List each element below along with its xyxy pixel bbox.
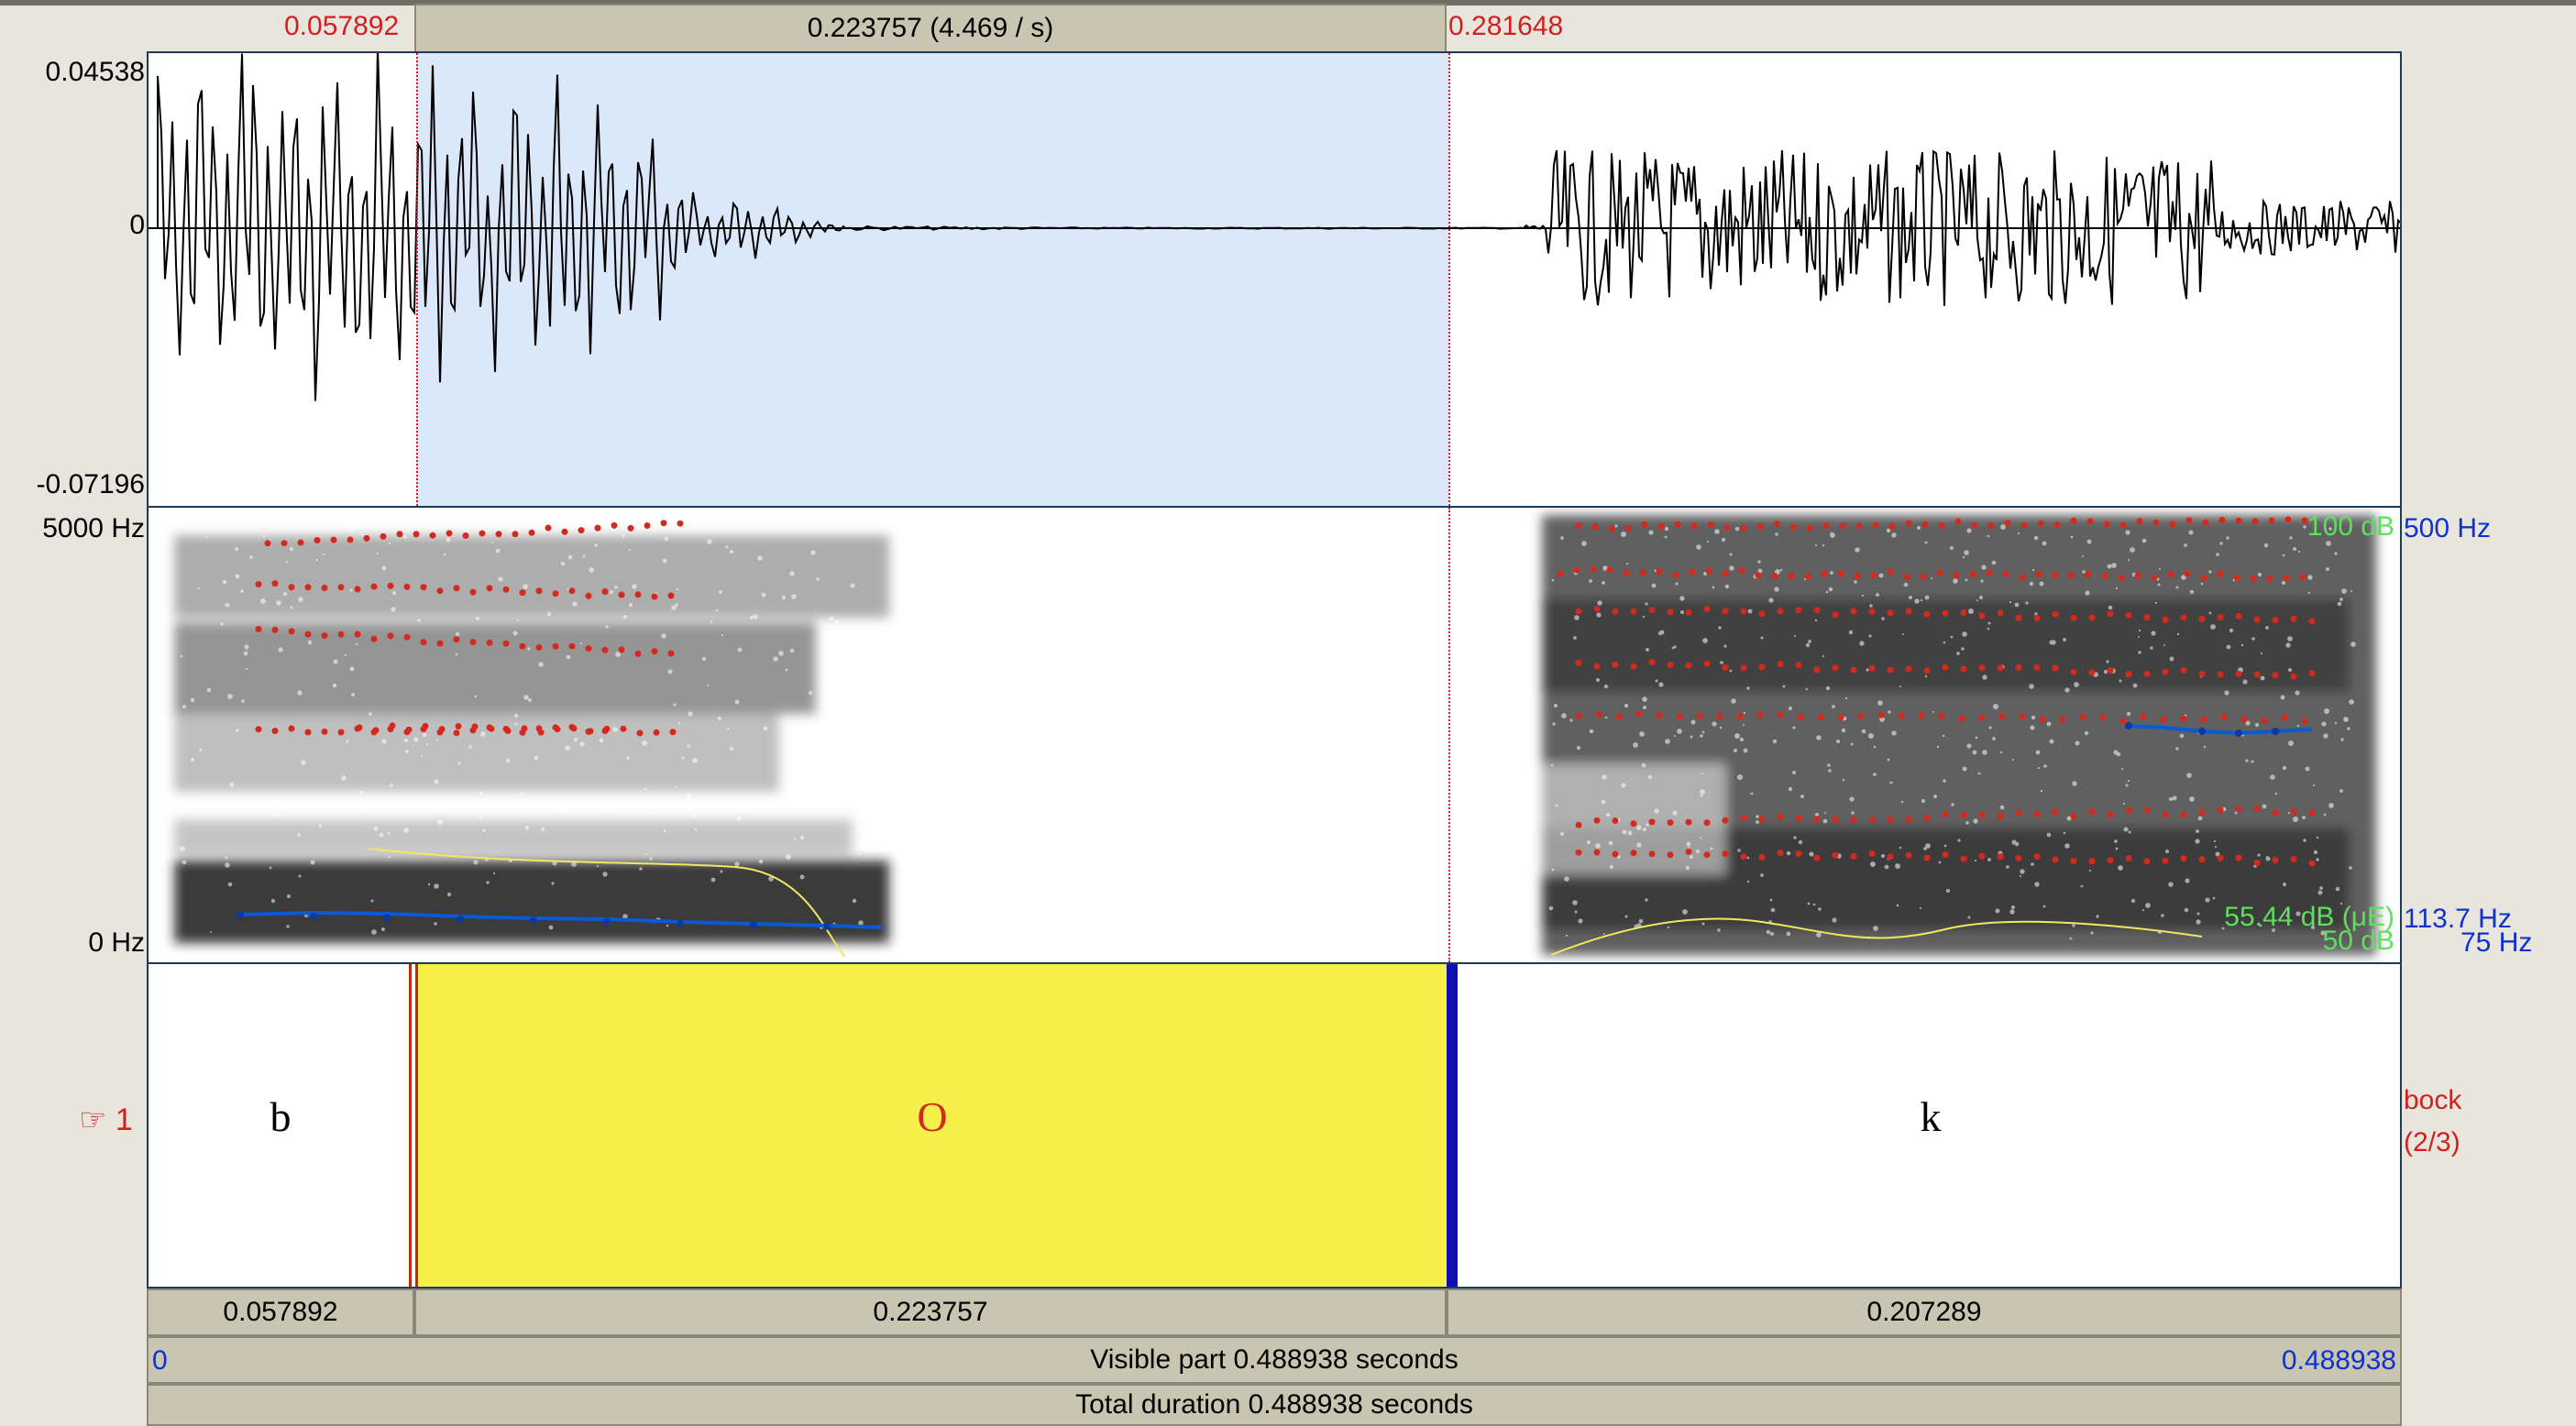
tier-count: (2/3) bbox=[2404, 1127, 2460, 1157]
spectrogram-freq-bottom-label: 0 Hz bbox=[88, 927, 145, 958]
interval-k-label: k bbox=[1920, 1093, 1942, 1140]
pitch-bottom-label: 75 Hz bbox=[2460, 927, 2533, 958]
duration-left-bar[interactable]: 0.057892 bbox=[147, 1289, 414, 1336]
boundary-o-k[interactable] bbox=[1447, 964, 1458, 1287]
duration-left-label: 0.057892 bbox=[223, 1297, 338, 1327]
intensity-value-label: 55.44 dB (μE) bbox=[2224, 902, 2394, 932]
selection-end-line bbox=[1448, 53, 1450, 506]
duration-right-label: 0.207289 bbox=[1866, 1297, 1982, 1327]
intensity-top-label: 100 dB bbox=[2306, 511, 2394, 542]
waveform-min-label: -0.07196 bbox=[36, 469, 145, 499]
selection-end-time: 0.281648 bbox=[1448, 11, 1564, 41]
interval-b-label: b bbox=[270, 1093, 292, 1140]
waveform-zero-label: 0 bbox=[129, 210, 145, 240]
waveform-trace bbox=[149, 53, 2400, 401]
spectrogram-image bbox=[174, 515, 2376, 958]
tier-name: bock bbox=[2404, 1085, 2462, 1115]
spectro-selection-end-line bbox=[1448, 508, 1450, 962]
duration-selected-label: 0.223757 bbox=[873, 1297, 988, 1327]
boundary-b-o[interactable] bbox=[409, 964, 418, 1287]
interval-o-label: O bbox=[917, 1093, 948, 1140]
total-duration-label: Total duration 0.488938 seconds bbox=[1075, 1389, 1473, 1420]
total-duration-bar[interactable]: Total duration 0.488938 seconds bbox=[147, 1384, 2402, 1426]
tier-number-marker[interactable]: ☞ 1 bbox=[79, 1102, 133, 1137]
selection-duration-bar[interactable]: 0.223757 (4.469 / s) bbox=[414, 4, 1447, 53]
waveform-panel[interactable] bbox=[147, 51, 2402, 508]
visible-start-label: 0 bbox=[152, 1345, 168, 1376]
spectrogram-panel[interactable]: 100 dB 55.44 dB (μE) 50 dB bbox=[147, 508, 2402, 964]
duration-right-bar[interactable]: 0.207289 bbox=[1447, 1289, 2402, 1336]
intensity-bottom-label: 50 dB bbox=[2322, 926, 2394, 956]
interval-k[interactable]: k bbox=[1458, 964, 2400, 1287]
duration-selected-bar[interactable]: 0.223757 bbox=[414, 1289, 1447, 1336]
pitch-mid-label: 113.7 Hz bbox=[2404, 904, 2512, 934]
spectrogram-freq-top-label: 5000 Hz bbox=[42, 513, 145, 543]
waveform-max-label: 0.04538 bbox=[45, 57, 145, 87]
textgrid-tier[interactable]: b O k bbox=[147, 962, 2402, 1289]
interval-b[interactable]: b bbox=[149, 964, 413, 1287]
selection-start-time: 0.057892 bbox=[284, 11, 400, 41]
visible-part-bar[interactable]: 0 Visible part 0.488938 seconds 0.488938 bbox=[147, 1336, 2402, 1384]
interval-o-selected[interactable]: O bbox=[418, 964, 1447, 1287]
selection-duration-label: 0.223757 (4.469 / s) bbox=[807, 13, 1054, 43]
visible-end-label: 0.488938 bbox=[2281, 1345, 2396, 1376]
pitch-top-label: 500 Hz bbox=[2404, 513, 2492, 543]
top-strip bbox=[0, 0, 2576, 5]
selection-start-line bbox=[416, 53, 418, 506]
visible-part-label: Visible part 0.488938 seconds bbox=[1090, 1344, 1459, 1375]
